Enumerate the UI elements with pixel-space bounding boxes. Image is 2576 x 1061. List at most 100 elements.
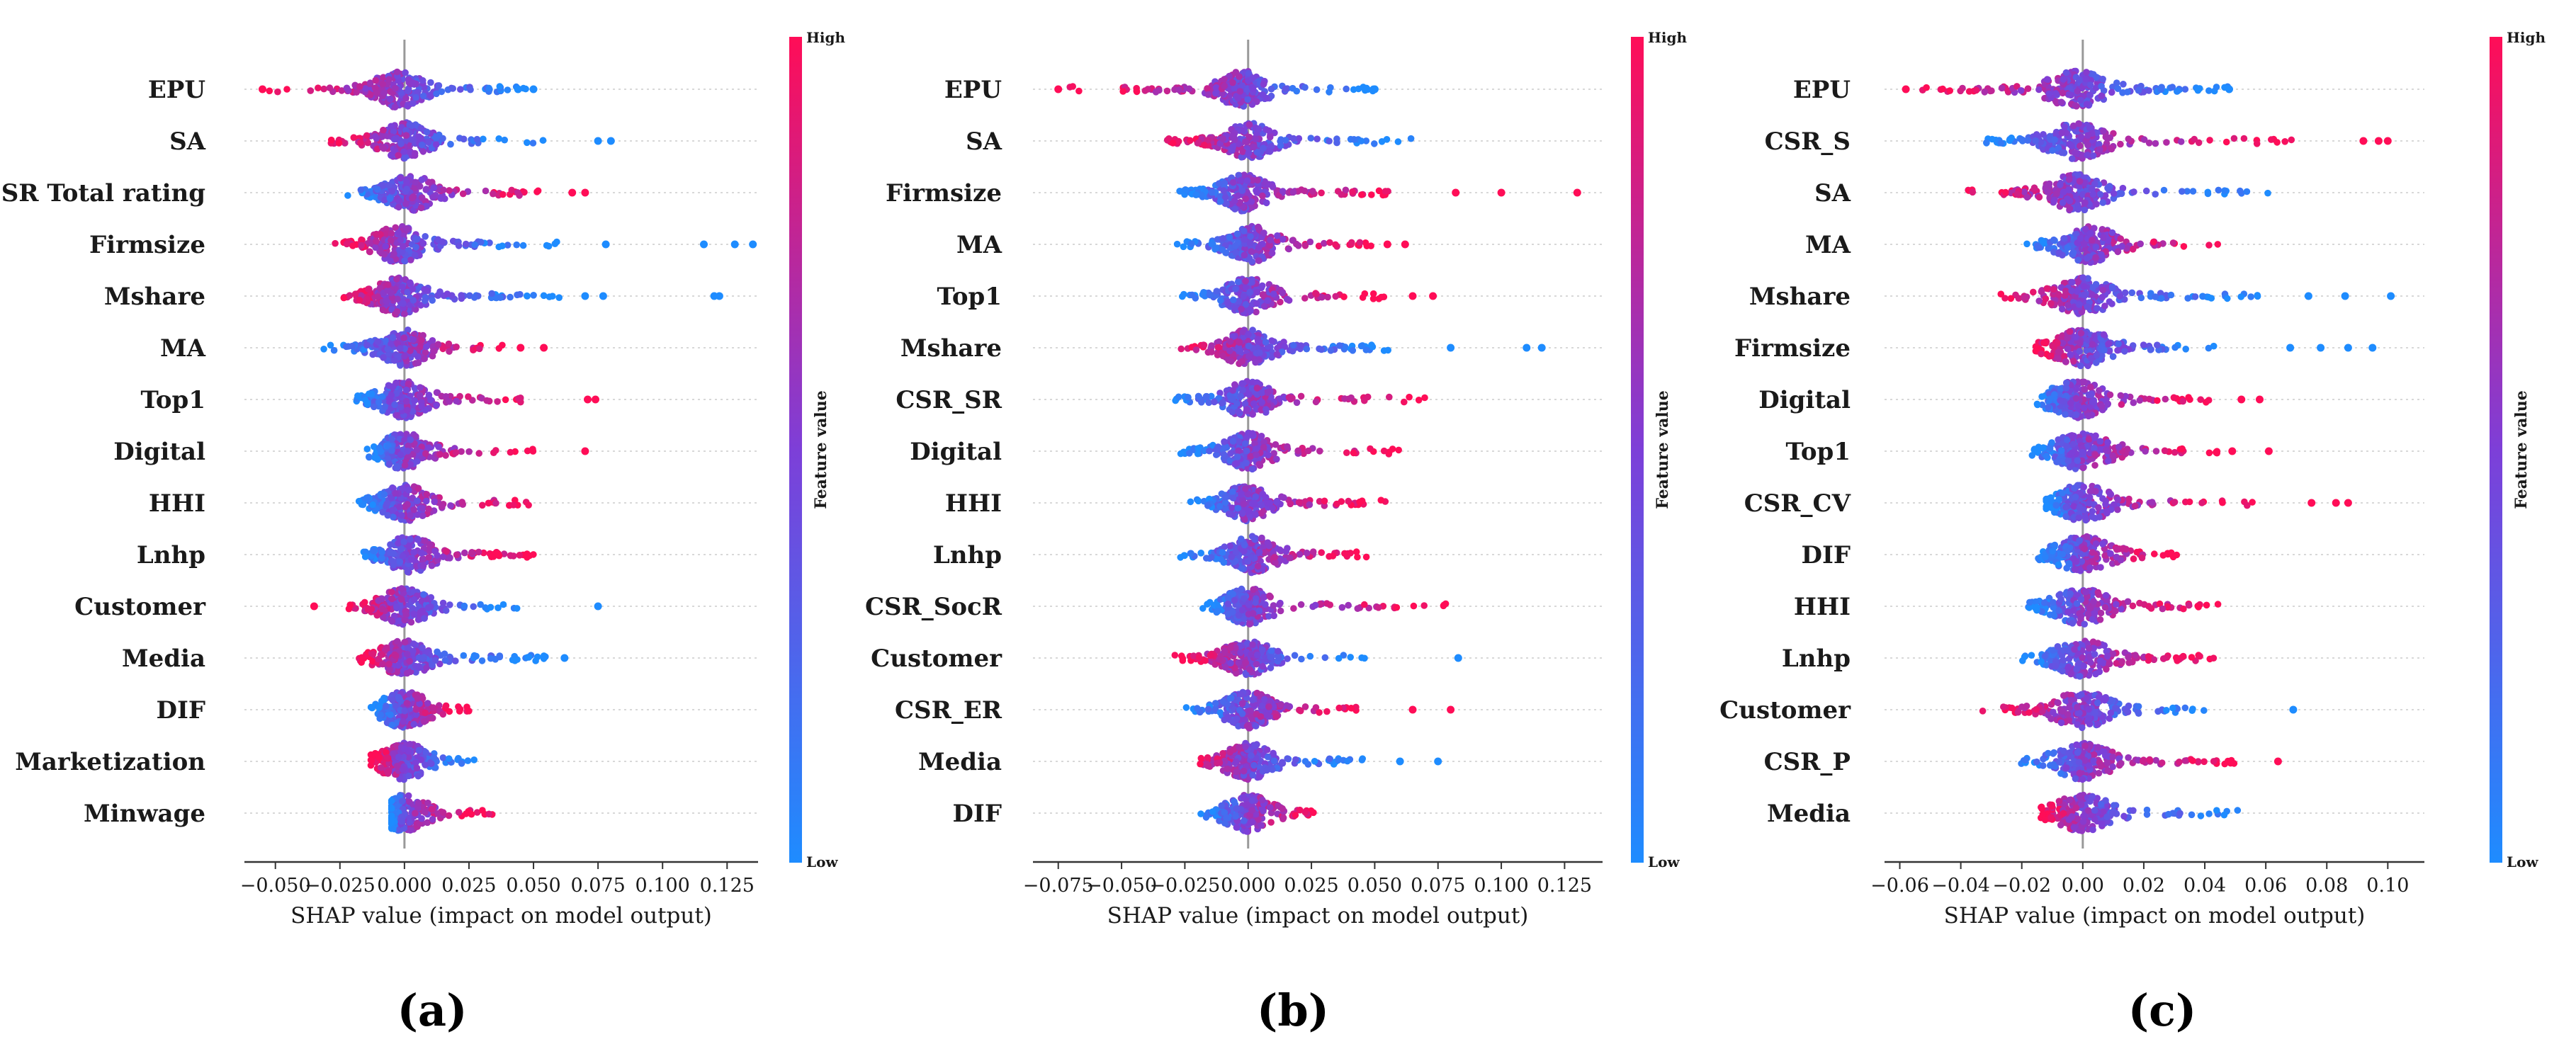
- shap-point: [409, 194, 416, 202]
- shap-point: [1267, 237, 1274, 244]
- shap-point: [439, 754, 447, 761]
- shap-point: [412, 705, 420, 713]
- shap-point: [443, 547, 450, 555]
- shap-point: [421, 615, 428, 622]
- shap-point: [1163, 87, 1171, 95]
- shap-point: [406, 657, 413, 665]
- shap-point: [1260, 229, 1267, 237]
- shap-point: [412, 93, 419, 101]
- shap-point: [546, 293, 553, 300]
- feature-label: CSR_SR: [896, 386, 1002, 414]
- shap-point: [1241, 236, 1248, 243]
- shap-point: [1208, 348, 1215, 356]
- shap-point: [524, 447, 531, 455]
- shap-point: [343, 240, 351, 248]
- shap-point: [470, 756, 478, 764]
- shap-point: [1243, 459, 1250, 467]
- shap-point: [465, 448, 473, 455]
- shap-point: [412, 810, 419, 817]
- shap-point: [468, 549, 475, 556]
- shap-point: [429, 337, 436, 344]
- shap-point: [343, 343, 350, 351]
- shap-point: [385, 460, 393, 467]
- shap-point: [418, 402, 425, 410]
- shap-point: [504, 242, 512, 249]
- shap-point: [1340, 293, 1348, 300]
- shap-point: [419, 644, 426, 652]
- shap-point: [400, 300, 407, 307]
- shap-point: [1338, 191, 1345, 198]
- shap-point: [479, 807, 486, 814]
- shap-point: [389, 696, 396, 704]
- shap-point: [407, 556, 415, 563]
- shap-point: [462, 240, 470, 248]
- shap-point: [1229, 178, 1237, 186]
- shap-point: [1233, 230, 1241, 238]
- shap-point: [379, 306, 387, 314]
- shap-point: [387, 257, 394, 265]
- shap-point: [431, 347, 438, 355]
- shap-point: [1301, 242, 1309, 249]
- shap-point: [397, 236, 405, 244]
- feature-beeswarm: [388, 792, 496, 834]
- shap-point: [344, 192, 351, 199]
- shap-point: [555, 294, 563, 302]
- shap-point: [368, 757, 375, 764]
- shap-point: [382, 242, 389, 250]
- shap-point: [1234, 95, 1242, 102]
- shap-point: [384, 346, 392, 353]
- shap-point: [393, 276, 400, 283]
- shap-point: [315, 84, 322, 91]
- shap-point: [410, 549, 417, 556]
- shap-point: [1244, 96, 1251, 103]
- shap-point: [499, 191, 507, 198]
- shap-point: [1238, 358, 1245, 365]
- shap-point: [515, 395, 522, 402]
- shap-point: [402, 225, 410, 232]
- shap-point: [1258, 399, 1265, 406]
- shap-point: [411, 397, 418, 404]
- shap-point: [1220, 450, 1228, 458]
- feature-beeswarm: [1173, 222, 1409, 266]
- shap-point: [418, 815, 425, 822]
- shap-point: [1375, 187, 1383, 195]
- shap-point: [416, 183, 424, 190]
- feature-label: MA: [160, 334, 206, 363]
- shap-point: [1349, 347, 1357, 354]
- shap-point: [402, 200, 409, 208]
- shap-point: [1214, 443, 1222, 450]
- shap-point: [283, 86, 290, 93]
- shap-point: [393, 464, 401, 471]
- shap-point: [460, 135, 468, 143]
- shap-point: [402, 95, 409, 102]
- shap-point: [367, 703, 375, 711]
- shap-point: [1355, 85, 1362, 93]
- shap-point: [414, 359, 422, 366]
- shap-point: [418, 194, 426, 201]
- shap-point: [1243, 406, 1250, 413]
- shap-point: [1268, 337, 1275, 344]
- shap-point: [1232, 249, 1240, 256]
- shap-point: [1221, 82, 1228, 90]
- shap-point: [435, 443, 442, 450]
- shap-outlier-point: [540, 344, 548, 352]
- shap-point: [524, 292, 531, 300]
- shap-outlier-point: [310, 602, 318, 611]
- shap-point: [488, 290, 495, 297]
- feature-beeswarm: [320, 327, 548, 369]
- shap-point: [359, 501, 367, 509]
- shap-point: [1254, 176, 1261, 184]
- shap-point: [385, 181, 392, 189]
- shap-point: [475, 450, 482, 457]
- shap-point: [368, 390, 375, 397]
- shap-point: [446, 708, 453, 715]
- shap-point: [338, 87, 346, 94]
- shap-point: [357, 186, 365, 193]
- shap-point: [496, 83, 504, 90]
- shap-point: [442, 702, 450, 710]
- shap-point: [439, 238, 446, 246]
- shap-point: [366, 91, 374, 98]
- shap-point: [1215, 344, 1223, 351]
- shap-point: [391, 357, 398, 364]
